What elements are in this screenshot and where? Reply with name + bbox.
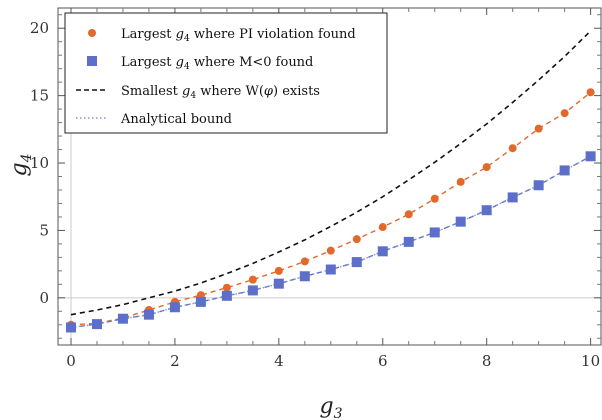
legend-label: Smallest g4 where W(φ) exists bbox=[121, 84, 320, 101]
data-point-square bbox=[117, 313, 128, 324]
data-point-square bbox=[65, 322, 76, 333]
x-tick-label: 4 bbox=[274, 352, 284, 370]
y-tick-label: 10 bbox=[30, 154, 49, 172]
series-points bbox=[65, 88, 596, 333]
legend-label: Largest g4 where PI violation found bbox=[121, 27, 356, 44]
legend-marker-circle bbox=[88, 29, 96, 37]
legend-box bbox=[64, 12, 388, 134]
data-point-square bbox=[481, 205, 492, 216]
y-axis-label: g4 bbox=[7, 153, 35, 176]
data-point-square bbox=[143, 309, 154, 320]
data-point-circle bbox=[404, 210, 413, 219]
x-axis-label: g3 bbox=[319, 394, 342, 420]
data-point-square bbox=[273, 278, 284, 289]
y-tick-label: 20 bbox=[30, 19, 49, 37]
legend-label: Largest g4 where M<0 found bbox=[121, 55, 313, 72]
data-point-circle bbox=[222, 283, 231, 292]
legend-label-sub: 4 bbox=[184, 62, 190, 72]
y-tick-label: 0 bbox=[39, 289, 49, 307]
legend-label-text: Smallest bbox=[121, 84, 182, 99]
data-point-square bbox=[455, 216, 466, 227]
y-axis-label-var: g bbox=[7, 162, 32, 176]
data-point-circle bbox=[560, 109, 569, 118]
legend-label-text: where PI violation found bbox=[190, 27, 356, 42]
data-point-circle bbox=[586, 88, 595, 97]
x-tick-label: 10 bbox=[581, 352, 600, 370]
data-point-circle bbox=[508, 144, 517, 153]
legend-marker-square bbox=[87, 56, 97, 66]
data-point-square bbox=[169, 302, 180, 313]
axis-label-subscript: 4 bbox=[19, 153, 35, 163]
legend-label-text: Largest bbox=[121, 27, 176, 42]
data-point-square bbox=[533, 180, 544, 191]
legend-label: Analytical bound bbox=[120, 112, 232, 127]
legend-label-text: where M<0 found bbox=[190, 55, 314, 70]
data-point-square bbox=[429, 227, 440, 238]
data-point-square bbox=[403, 236, 414, 247]
plot-area bbox=[58, 8, 601, 345]
data-point-circle bbox=[300, 257, 309, 266]
data-point-square bbox=[351, 257, 362, 268]
data-point-circle bbox=[534, 124, 543, 133]
legend-label-text: Analytical bound bbox=[120, 112, 232, 127]
series-line bbox=[70, 155, 591, 329]
legend-label-text: ) exists bbox=[273, 84, 320, 99]
data-point-square bbox=[507, 192, 518, 203]
data-point-circle bbox=[430, 194, 439, 203]
legend-label-text: Largest bbox=[121, 55, 176, 70]
legend-label-sub: 4 bbox=[190, 91, 196, 101]
data-point-circle bbox=[326, 246, 335, 255]
legend-label-var: φ bbox=[264, 84, 274, 99]
x-axis-label-var: g bbox=[319, 394, 333, 419]
legend-label-var: g bbox=[182, 84, 190, 99]
x-tick-label: 2 bbox=[170, 352, 180, 370]
legend: Largest g4 where PI violation foundLarge… bbox=[64, 12, 388, 134]
legend-label-var: g bbox=[176, 55, 184, 70]
data-point-square bbox=[221, 290, 232, 301]
legend-label-text: where W( bbox=[196, 84, 264, 99]
x-tick-label: 6 bbox=[378, 352, 388, 370]
data-point-square bbox=[247, 285, 258, 296]
data-point-square bbox=[299, 271, 310, 282]
data-point-square bbox=[91, 319, 102, 330]
x-tick-label: 8 bbox=[482, 352, 492, 370]
data-point-circle bbox=[456, 177, 465, 186]
data-point-square bbox=[377, 246, 388, 257]
data-point-square bbox=[585, 151, 596, 162]
data-point-square bbox=[559, 165, 570, 176]
data-point-square bbox=[195, 296, 206, 307]
axis-label-subscript: 3 bbox=[334, 406, 343, 420]
legend-label-var: g bbox=[176, 27, 184, 42]
data-point-circle bbox=[378, 223, 387, 232]
y-tick-label: 5 bbox=[39, 221, 49, 239]
data-point-circle bbox=[248, 275, 257, 284]
data-point-circle bbox=[352, 235, 361, 244]
x-tick-label: 0 bbox=[66, 352, 76, 370]
data-point-circle bbox=[274, 266, 283, 275]
legend-label-sub: 4 bbox=[184, 34, 190, 44]
data-point-square bbox=[325, 264, 336, 275]
y-tick-label: 15 bbox=[30, 87, 49, 105]
data-point-circle bbox=[482, 163, 491, 172]
axes: 0 2 4 6 8 10 0 5 10 15 20 bbox=[30, 7, 602, 370]
